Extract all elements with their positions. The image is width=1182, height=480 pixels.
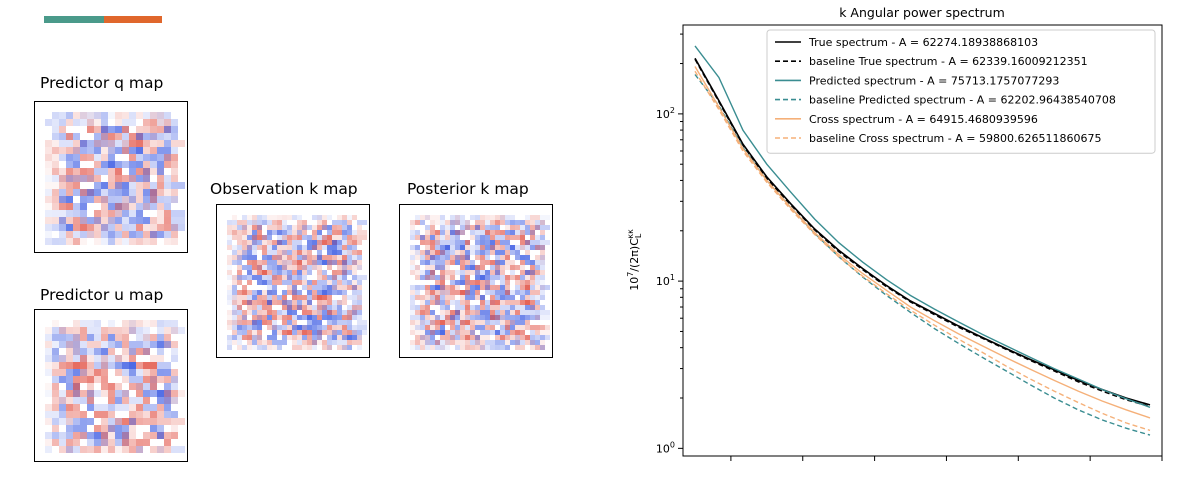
y-axis-label-base: 10	[628, 277, 641, 291]
y-tick-label: 102	[656, 106, 675, 121]
y-tick-label-base: 10	[656, 275, 670, 288]
predictor-q-map-title: Predictor q map	[40, 74, 164, 92]
y-tick-label-exp: 1	[670, 273, 675, 282]
observation-k-map-title: Observation k map	[210, 180, 358, 198]
legend-box	[766, 29, 1156, 154]
y-tick-label-base: 10	[656, 108, 670, 121]
y-axis-label-rest: /(2π)C	[628, 238, 641, 272]
y-tick-label-base: 10	[656, 442, 670, 455]
series-line-5	[694, 66, 1151, 419]
predictor-u-map-title: Predictor u map	[40, 286, 164, 304]
y-axis-label: 107/(2π)CLκκ	[626, 229, 643, 291]
series-line-6	[694, 70, 1151, 432]
series-line-2	[694, 58, 1151, 408]
legend-label-4: baseline Predicted spectrum - A = 62202.…	[809, 94, 1116, 107]
y-axis-label-sup: κκ	[626, 229, 635, 239]
series-line-3	[694, 45, 1151, 408]
plot-frame	[682, 24, 1163, 457]
y-axis-label-exp: 7	[626, 272, 635, 277]
colorbar-orange-segment	[104, 16, 162, 23]
legend-label-5: Cross spectrum - A = 64915.4680939596	[809, 113, 1038, 126]
predictor-u-map	[34, 309, 188, 462]
y-tick-label: 101	[656, 273, 675, 288]
legend-label-2: baseline True spectrum - A = 62339.16009…	[809, 55, 1088, 68]
observation-k-map	[216, 204, 370, 358]
posterior-k-map-title: Posterior k map	[407, 180, 529, 198]
posterior-k-map	[399, 204, 553, 358]
series-line-1	[694, 57, 1151, 406]
legend-label-1: True spectrum - A = 62274.18938868103	[808, 36, 1038, 49]
chart-title: k Angular power spectrum	[839, 5, 1005, 20]
y-tick-label-exp: 2	[670, 106, 675, 115]
legend-label-6: baseline Cross spectrum - A = 59800.6265…	[809, 132, 1101, 145]
predictor-q-map	[34, 101, 188, 253]
colorbar-teal-segment	[44, 16, 104, 23]
y-axis-label-sub: L	[634, 233, 643, 238]
y-tick-label: 100	[656, 440, 675, 455]
legend-label-3: Predicted spectrum - A = 75713.175707729…	[809, 74, 1059, 87]
series-line-4	[694, 74, 1151, 436]
y-tick-label-exp: 0	[670, 440, 675, 449]
